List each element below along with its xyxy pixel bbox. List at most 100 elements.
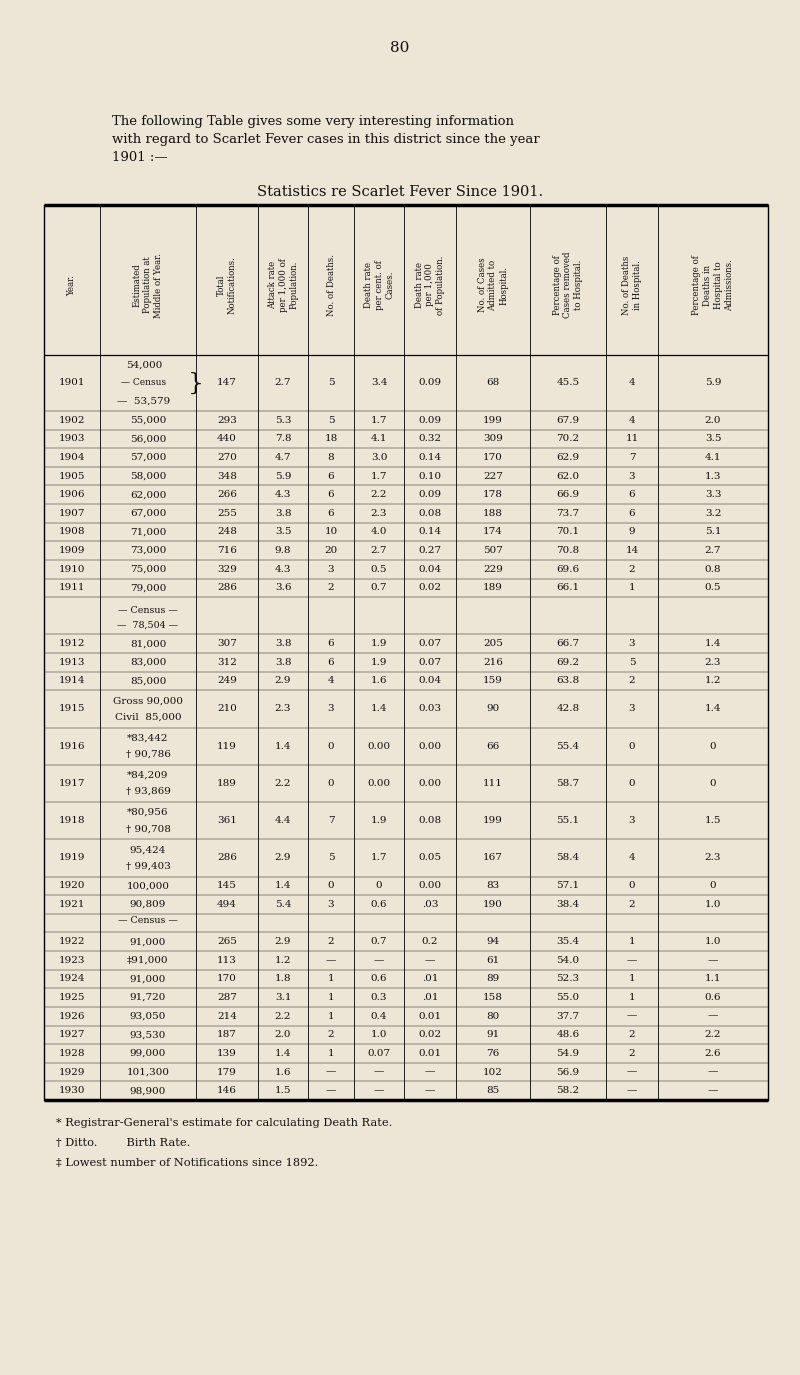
Text: 329: 329 [217,565,237,573]
Text: 188: 188 [483,509,503,518]
Text: 7: 7 [328,817,334,825]
Text: 54.9: 54.9 [557,1049,579,1057]
Text: 113: 113 [217,956,237,965]
Text: Year.: Year. [67,275,77,296]
Text: 210: 210 [217,704,237,714]
Text: 0.09: 0.09 [418,491,442,499]
Text: 1.0: 1.0 [705,901,722,909]
Text: 91: 91 [486,1030,500,1040]
Text: 0.08: 0.08 [418,509,442,518]
Text: 1.2: 1.2 [705,676,722,686]
Text: 4.3: 4.3 [274,565,291,573]
Text: 119: 119 [217,741,237,751]
Text: 91,720: 91,720 [130,993,166,1002]
Text: 0.02: 0.02 [418,583,442,593]
Text: 89: 89 [486,975,500,983]
Text: ‡91,000: ‡91,000 [127,956,169,965]
Text: 266: 266 [217,491,237,499]
Text: 174: 174 [483,528,503,536]
Text: 4.7: 4.7 [274,452,291,462]
Text: 1.4: 1.4 [370,704,387,714]
Text: 90,809: 90,809 [130,901,166,909]
Text: 3.3: 3.3 [705,491,722,499]
Text: 293: 293 [217,415,237,425]
Text: 1.9: 1.9 [370,639,387,648]
Text: 0.7: 0.7 [370,938,387,946]
Text: Death rate
per cent. of
Cases.: Death rate per cent. of Cases. [364,260,394,309]
Text: 98,900: 98,900 [130,1086,166,1094]
Text: 2.2: 2.2 [274,778,291,788]
Text: 37.7: 37.7 [557,1012,579,1020]
Text: .01: .01 [422,975,438,983]
Text: 0.01: 0.01 [418,1049,442,1057]
Text: 1.8: 1.8 [274,975,291,983]
Text: 167: 167 [483,854,503,862]
Text: 0.07: 0.07 [418,639,442,648]
Text: 56,000: 56,000 [130,434,166,443]
Text: 67,000: 67,000 [130,509,166,518]
Text: 0.09: 0.09 [418,378,442,388]
Text: 145: 145 [217,881,237,891]
Text: 0.04: 0.04 [418,565,442,573]
Text: —: — [425,1086,435,1094]
Text: 0.03: 0.03 [418,704,442,714]
Text: 0.01: 0.01 [418,1012,442,1020]
Text: 70.8: 70.8 [557,546,579,556]
Text: 199: 199 [483,415,503,425]
Text: 3: 3 [629,704,635,714]
Text: — Census —: — Census — [118,916,178,925]
Text: 7: 7 [629,452,635,462]
Text: 270: 270 [217,452,237,462]
Text: 3: 3 [328,901,334,909]
Text: 0.09: 0.09 [418,415,442,425]
Text: 2.7: 2.7 [370,546,387,556]
Text: 90: 90 [486,704,500,714]
Text: 0: 0 [328,741,334,751]
Text: 66.9: 66.9 [557,491,579,499]
Text: —: — [708,956,718,965]
Text: 2.7: 2.7 [705,546,722,556]
Text: 4.1: 4.1 [370,434,387,443]
Text: —: — [425,1067,435,1077]
Text: 0.5: 0.5 [370,565,387,573]
Text: 159: 159 [483,676,503,686]
Text: 1: 1 [629,938,635,946]
Text: 1904: 1904 [58,452,86,462]
Text: 0: 0 [710,881,716,891]
Text: 55.1: 55.1 [557,817,579,825]
Text: No. of Cases
Admitted to
Hospital.: No. of Cases Admitted to Hospital. [478,257,508,312]
Text: 2.2: 2.2 [274,1012,291,1020]
Text: 1919: 1919 [58,854,86,862]
Text: Total
Notifications.: Total Notifications. [217,256,237,314]
Text: 10: 10 [324,528,338,536]
Text: 1923: 1923 [58,956,86,965]
Text: 35.4: 35.4 [557,938,579,946]
Text: 101,300: 101,300 [126,1067,170,1077]
Text: 287: 287 [217,993,237,1002]
Text: 0.4: 0.4 [370,1012,387,1020]
Text: 93,050: 93,050 [130,1012,166,1020]
Text: 1.6: 1.6 [370,676,387,686]
Text: 3.0: 3.0 [370,452,387,462]
Text: 348: 348 [217,472,237,481]
Text: 69.2: 69.2 [557,657,579,667]
Text: 179: 179 [217,1067,237,1077]
Text: —: — [374,1086,384,1094]
Text: 38.4: 38.4 [557,901,579,909]
Text: 61: 61 [486,956,500,965]
Text: Gross 90,000: Gross 90,000 [113,696,183,705]
Text: 2.9: 2.9 [274,854,291,862]
Text: 57,000: 57,000 [130,452,166,462]
Text: 4.1: 4.1 [705,452,722,462]
Text: 170: 170 [217,975,237,983]
Text: 0.00: 0.00 [367,778,390,788]
Text: 147: 147 [217,378,237,388]
Text: 1920: 1920 [58,881,86,891]
Text: ‡ Lowest number of Notifications since 1892.: ‡ Lowest number of Notifications since 1… [56,1158,318,1167]
Text: 0.27: 0.27 [418,546,442,556]
Text: —: — [374,1067,384,1077]
Text: 58.4: 58.4 [557,854,579,862]
Text: * Registrar-General's estimate for calculating Death Rate.: * Registrar-General's estimate for calcu… [56,1118,392,1128]
Text: 4.0: 4.0 [370,528,387,536]
Text: 1901 :—: 1901 :— [112,151,168,164]
